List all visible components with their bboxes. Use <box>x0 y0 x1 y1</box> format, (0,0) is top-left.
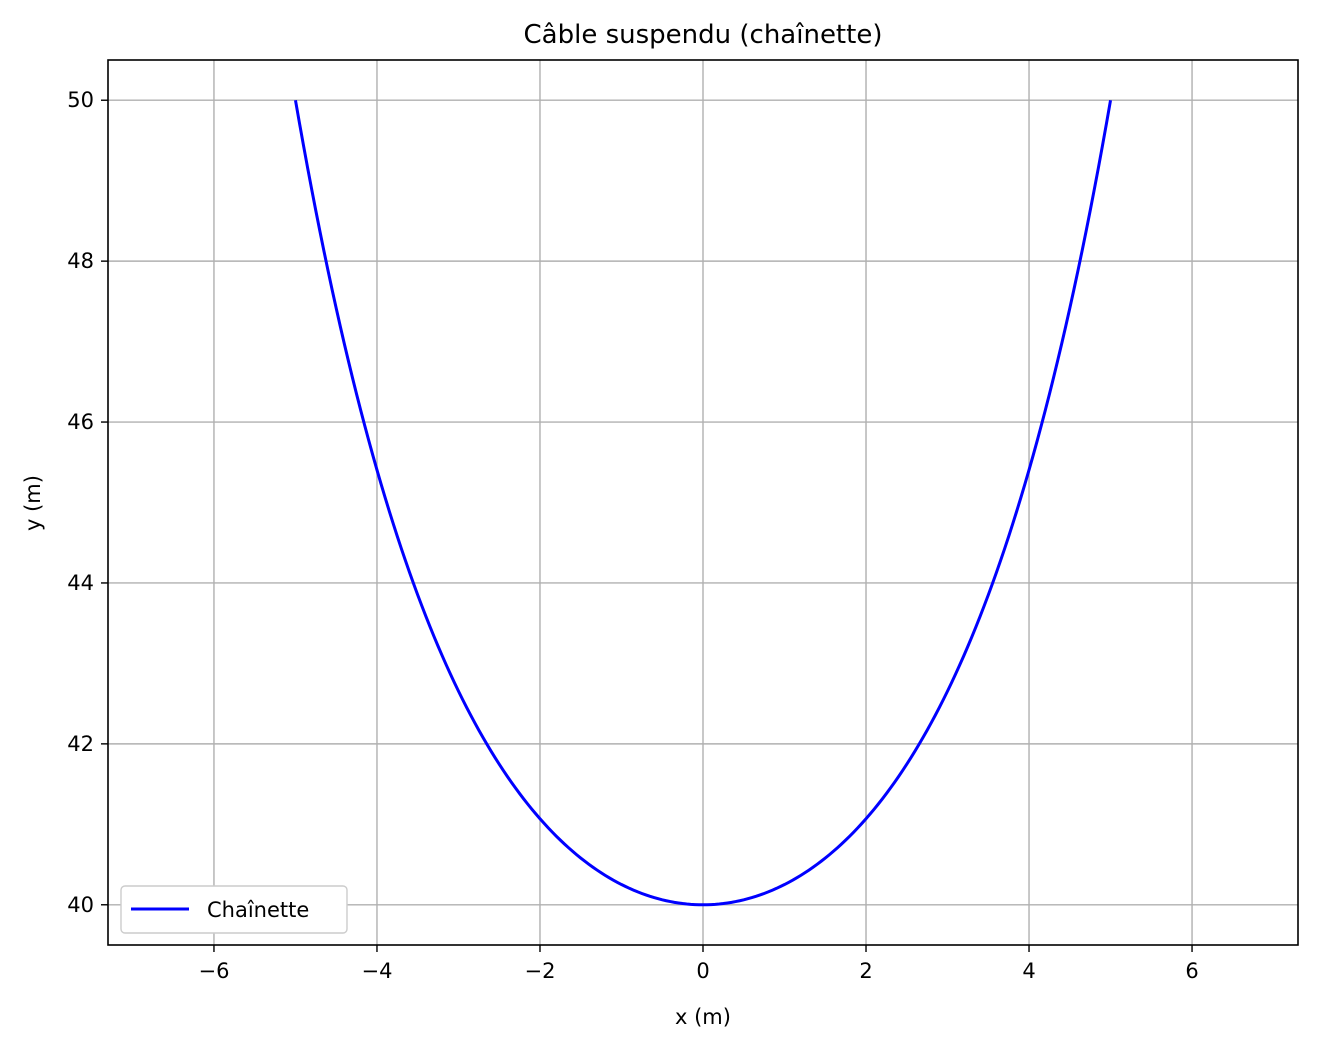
y-tick-label: 44 <box>67 571 94 595</box>
legend-box <box>120 885 348 934</box>
x-tick-label: 2 <box>859 959 872 983</box>
y-axis-label: y (m) <box>21 475 45 531</box>
series-line-chainette <box>293 99 1113 907</box>
x-tick-label: 6 <box>1185 959 1198 983</box>
y-tick-label: 50 <box>67 88 94 112</box>
y-tick-label: 48 <box>67 249 94 273</box>
x-axis-label: x (m) <box>675 1005 731 1029</box>
x-tick-label: −6 <box>198 959 229 983</box>
x-tick-label: 0 <box>696 959 709 983</box>
y-tick-label: 40 <box>67 893 94 917</box>
y-tick-label: 46 <box>67 410 94 434</box>
x-tick-label: −2 <box>525 959 556 983</box>
y-tick-label: 42 <box>67 732 94 756</box>
legend: Chaînette <box>120 885 348 934</box>
chart-title: Câble suspendu (chaînette) <box>524 20 883 50</box>
plot-area <box>293 99 1113 907</box>
legend-label: Chaînette <box>207 898 309 922</box>
x-tick-label: 4 <box>1022 959 1035 983</box>
x-tick-label: −4 <box>361 959 392 983</box>
